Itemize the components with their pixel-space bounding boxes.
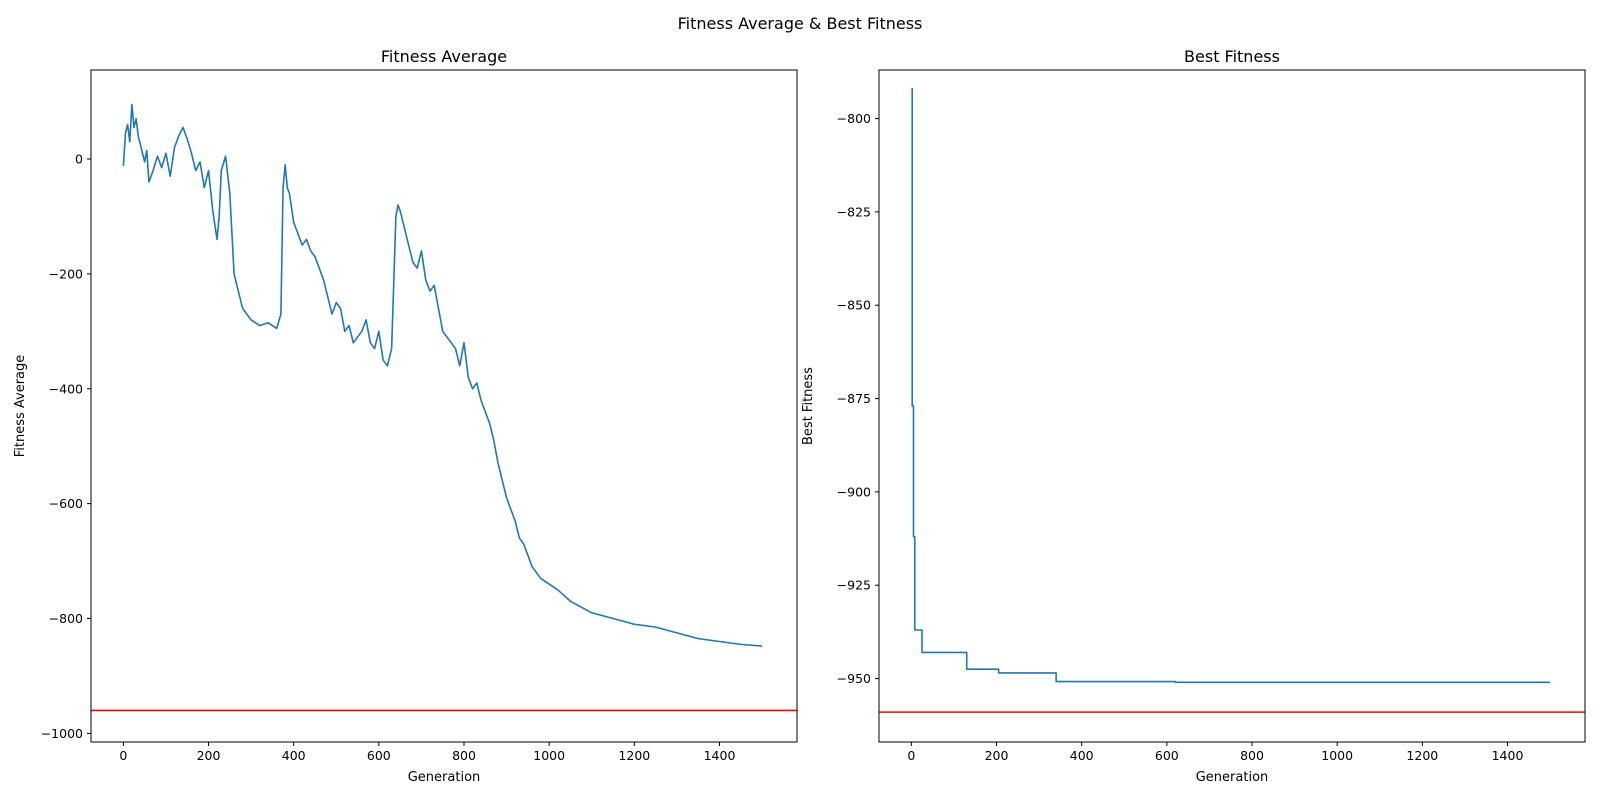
best-fitness-ytick-label: −875 bbox=[837, 391, 871, 406]
fitness-average-ytick-label: −600 bbox=[49, 496, 83, 511]
best-fitness-xtick-label: 800 bbox=[1240, 748, 1264, 763]
fitness-average-ytick-label: 0 bbox=[75, 152, 83, 167]
best-fitness-ytick-label: −825 bbox=[837, 204, 871, 219]
fitness-average-xlabel: Generation bbox=[408, 770, 481, 785]
fitness-average-xtick-label: 1400 bbox=[704, 748, 736, 763]
fitness-average-ytick-label: −800 bbox=[49, 611, 83, 626]
best-fitness-xtick-label: 1200 bbox=[1406, 748, 1438, 763]
best-fitness-xtick-label: 1000 bbox=[1321, 748, 1353, 763]
best-fitness-xtick-label: 200 bbox=[985, 748, 1009, 763]
fitness-average-ytick-label: −400 bbox=[49, 381, 83, 396]
fitness-average-xtick-label: 0 bbox=[119, 748, 127, 763]
fitness-average-ytick-label: −200 bbox=[49, 266, 83, 281]
best-fitness-xtick-label: 0 bbox=[907, 748, 915, 763]
fitness-average-ylabel: Fitness Average bbox=[13, 355, 28, 458]
best-fitness-ytick-label: −800 bbox=[837, 111, 871, 126]
fitness-average-xtick-label: 400 bbox=[282, 748, 306, 763]
fitness-average-xtick-label: 600 bbox=[367, 748, 391, 763]
fitness-average-title: Fitness Average bbox=[381, 47, 507, 66]
figure-suptitle: Fitness Average & Best Fitness bbox=[678, 14, 923, 33]
best-fitness-xtick-label: 400 bbox=[1070, 748, 1094, 763]
fitness-average-xtick-label: 1200 bbox=[618, 748, 650, 763]
best-fitness-ytick-label: −925 bbox=[837, 578, 871, 593]
best-fitness-xlabel: Generation bbox=[1196, 770, 1269, 785]
best-fitness-ytick-label: −850 bbox=[837, 298, 871, 313]
best-fitness-xtick-label: 600 bbox=[1155, 748, 1179, 763]
best-fitness-ytick-label: −950 bbox=[837, 671, 871, 686]
best-fitness-ytick-label: −900 bbox=[837, 484, 871, 499]
best-fitness-ylabel: Best Fitness bbox=[801, 367, 816, 445]
fitness-average-xtick-label: 1000 bbox=[533, 748, 565, 763]
fitness-average-xtick-label: 800 bbox=[452, 748, 476, 763]
fitness-average-xtick-label: 200 bbox=[197, 748, 221, 763]
fitness-average-ytick-label: −1000 bbox=[41, 726, 83, 741]
best-fitness-title: Best Fitness bbox=[1184, 47, 1280, 66]
best-fitness-xtick-label: 1400 bbox=[1492, 748, 1524, 763]
